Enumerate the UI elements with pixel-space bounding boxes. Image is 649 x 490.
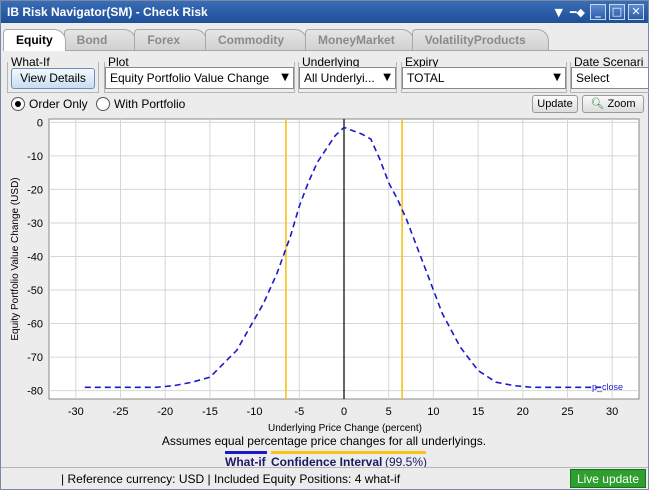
tab-volatilityproducts[interactable]: VolatilityProducts [411,29,549,51]
legend-what-if: What-if [225,455,267,467]
date-scenario-select[interactable]: Select [571,67,648,89]
underlying-select[interactable]: All Underlyi... ▼ [299,67,396,89]
underlying-label: Underlying [300,55,362,69]
view-details-button[interactable]: View Details [11,68,95,89]
magnifier-icon: 🔍︎ [590,97,605,110]
with-portfolio-radio[interactable]: With Portfolio [96,97,185,111]
radio-unchecked-icon [96,97,110,111]
dropdown-icon[interactable]: ▼ [554,5,563,19]
zoom-label: Zoom [607,98,636,110]
asset-class-tabs: Equity Bond Forex Commodity MoneyMarket … [3,29,549,51]
plot-group: Plot Equity Portfolio Value Change ▼ [104,55,295,93]
close-button[interactable]: ✕ [628,4,644,20]
x-tick-labels: -30 -25 -20 -15 -10 -5 0 5 10 15 20 25 30 [68,406,618,418]
whatif-group: What-If View Details [7,55,99,93]
live-update-button[interactable]: Live update [569,469,646,488]
window-controls: ▼ ━◆ _ □ ✕ [552,4,644,20]
expiry-select-value: TOTAL [407,71,445,85]
radio-checked-icon [11,97,25,111]
plot-select[interactable]: Equity Portfolio Value Change ▼ [105,67,294,89]
x-tick-label: -30 [68,406,84,418]
x-tick-label: -5 [294,406,304,418]
status-bar: | Reference currency: USD | Included Equ… [1,467,648,489]
status-text: | Reference currency: USD | Included Equ… [61,472,401,486]
plot-select-value: Equity Portfolio Value Change [110,71,270,85]
x-tick-label: 20 [517,406,529,418]
underlying-select-value: All Underlyi... [304,71,375,85]
maximize-button[interactable]: □ [609,4,625,20]
expiry-label: Expiry [403,55,441,69]
y-tick-labels: 0 -10 -20 -30 -40 -50 -60 -70 -80 [27,117,43,397]
legend-swatch-confidence-interval [271,451,426,454]
y-tick-label: -80 [27,386,43,398]
x-tick-label: -20 [157,406,173,418]
x-tick-label: 25 [561,406,573,418]
confidence-interval-lines [285,119,403,399]
x-tick-label: 0 [341,406,347,418]
y-tick-label: -50 [27,285,43,297]
with-portfolio-label: With Portfolio [114,97,186,111]
underlying-group: Underlying All Underlyi... ▼ [298,55,397,93]
tab-moneymarket[interactable]: MoneyMarket [305,29,414,51]
x-tick-label: -15 [202,406,218,418]
date-scenario-select-value: Select [576,71,610,85]
y-tick-label: -70 [27,352,43,364]
minimize-button[interactable]: _ [590,4,606,20]
date-scenario-group: Date Scenari Select [570,55,649,93]
y-axis-label: Equity Portfolio Value Change (USD) [10,177,21,340]
x-tick-label: -10 [247,406,263,418]
legend-confidence-value: (99.5%) [385,455,427,467]
expiry-select[interactable]: TOTAL ▼ [402,67,566,89]
y-tick-label: -30 [27,218,43,230]
expiry-group: Expiry TOTAL ▼ [401,55,567,93]
chevron-down-icon: ▼ [553,72,561,83]
y-tick-label: -60 [27,319,43,331]
whatif-label: What-If [9,55,52,69]
plot-label: Plot [106,55,131,69]
chevron-down-icon: ▼ [281,72,289,83]
chevron-down-icon: ▼ [383,72,391,83]
x-tick-label: 5 [386,406,392,418]
legend-confidence-interval: Confidence Interval [271,455,382,467]
y-tick-label: -40 [27,251,43,263]
window-title: IB Risk Navigator(SM) - Check Risk [7,5,208,19]
y-tick-label: -20 [27,184,43,196]
title-bar: IB Risk Navigator(SM) - Check Risk ▼ ━◆ … [1,1,648,23]
date-scenario-label: Date Scenari [572,55,646,69]
baseline-label: p_close [592,382,623,392]
x-tick-label: 30 [606,406,618,418]
pin-icon[interactable]: ━◆ [569,5,585,19]
legend-swatch-what-if [225,451,267,454]
x-axis-label: Underlying Price Change (percent) [268,423,422,434]
y-tick-label: 0 [37,117,43,129]
x-tick-label: -25 [113,406,129,418]
order-only-radio[interactable]: Order Only [11,97,88,111]
y-tick-label: -10 [27,151,43,163]
risk-chart: -30 -25 -20 -15 -10 -5 0 5 10 15 20 25 30 0-10-20-30… [10,117,640,467]
zoom-button[interactable]: 🔍︎ Zoom [582,95,644,113]
order-only-label: Order Only [29,97,88,111]
chart-note: Assumes equal percentage price changes f… [162,434,486,448]
x-tick-label: 15 [472,406,484,418]
update-button[interactable]: Update [532,95,578,113]
x-tick-label: 10 [427,406,439,418]
tab-equity[interactable]: Equity [3,29,66,51]
